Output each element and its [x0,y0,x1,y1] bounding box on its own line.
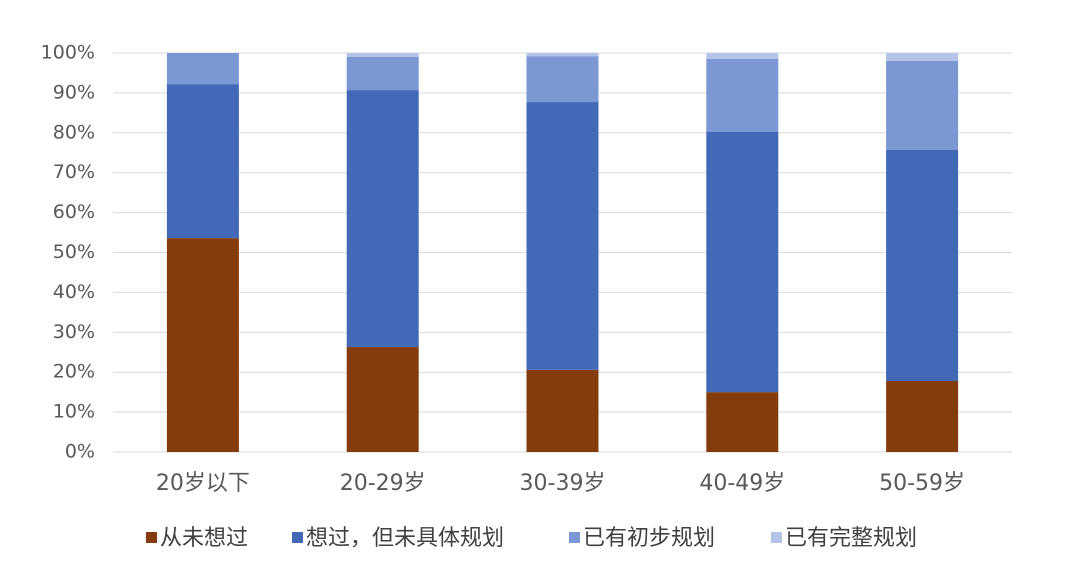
bar-segment [346,53,419,57]
legend-swatch [146,532,157,543]
legend-label: 从未想过 [160,526,248,551]
x-tick-label: 20-29岁 [340,471,426,496]
y-tick-label: 0% [65,441,95,463]
bar-segment [706,132,779,393]
bar-segment [526,56,599,103]
bar-segment [166,84,239,239]
y-tick-label: 10% [53,401,95,423]
y-tick-label: 100% [41,42,95,64]
bar-segment [706,58,779,133]
y-tick-label: 50% [53,241,95,263]
legend-swatch [569,532,580,543]
x-tick-label: 20岁以下 [156,471,250,496]
bar-segment [346,347,419,452]
x-tick-label: 40-49岁 [699,471,785,496]
legend-label: 已有初步规划 [583,526,715,551]
bar-segment [526,369,599,452]
y-tick-label: 30% [53,321,95,343]
x-tick-label: 30-39岁 [520,471,606,496]
y-tick-label: 80% [53,121,95,143]
legend-swatch [771,532,782,543]
bar-segment [886,60,959,150]
bar-segment [166,53,239,85]
y-tick-label: 90% [53,81,95,103]
bar-segment [526,53,599,57]
bar-segment [886,53,959,61]
bar-segment [706,392,779,452]
bar-segment [886,149,959,381]
bar-segment [886,380,959,452]
bar-segment [166,238,239,452]
x-tick-label: 50-59岁 [879,471,965,496]
y-tick-label: 20% [53,361,95,383]
legend-swatch [292,532,303,543]
legend-label: 已有完整规划 [785,526,917,551]
y-tick-label: 40% [53,281,95,303]
y-tick-label: 60% [53,201,95,223]
bar-segment [346,90,419,348]
bar-segment [706,53,779,59]
y-tick-label: 70% [53,161,95,183]
bar-segment [526,102,599,370]
legend-label: 想过，但未具体规划 [306,526,504,551]
bar-segment [346,56,419,91]
